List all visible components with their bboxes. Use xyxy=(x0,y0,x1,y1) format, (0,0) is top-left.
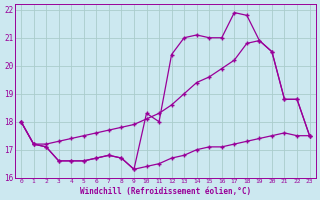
X-axis label: Windchill (Refroidissement éolien,°C): Windchill (Refroidissement éolien,°C) xyxy=(80,187,251,196)
